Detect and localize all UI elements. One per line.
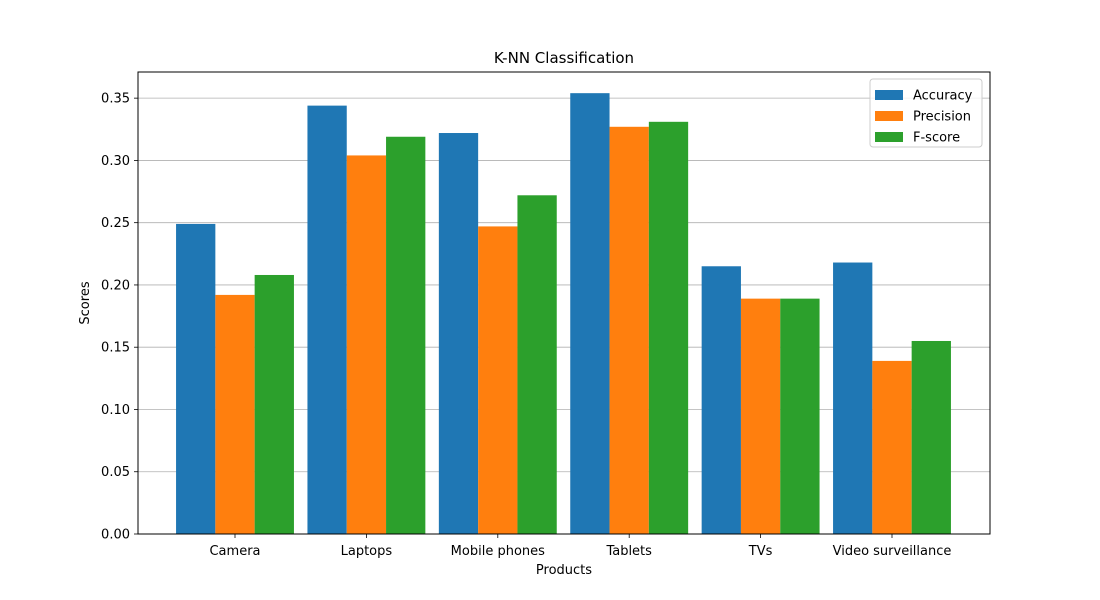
y-axis: 0.00 0.05 0.10 0.15 0.20 0.25 0.30 0.35 — [101, 92, 138, 543]
legend-swatch — [875, 90, 903, 100]
x-axis-label: Products — [536, 563, 592, 578]
x-tick-label: Mobile phones — [451, 544, 545, 559]
bar-accuracy-laptops — [307, 105, 347, 534]
y-tick-label: 0.25 — [101, 216, 130, 231]
legend-swatch — [875, 111, 903, 121]
bar-precision-mobile-phones — [478, 226, 518, 534]
x-tick-label: Video surveillance — [833, 544, 952, 559]
bar-f-score-tablets — [648, 121, 689, 535]
bar-precision-laptops — [346, 155, 387, 534]
bar-f-score-camera — [254, 274, 294, 534]
y-tick-label: 0.05 — [101, 465, 130, 480]
bar-accuracy-tvs — [701, 266, 741, 534]
legend-swatch — [875, 132, 903, 142]
bar-precision-camera — [215, 294, 255, 534]
legend-label: Accuracy — [913, 89, 973, 104]
bar-precision-video-surveillance — [872, 360, 912, 534]
bar-accuracy-mobile-phones — [438, 133, 479, 535]
bar-f-score-laptops — [386, 136, 426, 535]
x-tick-label: Tablets — [605, 544, 652, 559]
legend: Accuracy Precision F-score — [869, 78, 983, 148]
bar-accuracy-video-surveillance — [833, 262, 873, 534]
y-tick-label: 0.00 — [101, 528, 130, 543]
bar-f-score-video-surveillance — [911, 340, 951, 534]
y-tick-label: 0.15 — [101, 341, 130, 356]
y-axis-label: Scores — [78, 281, 93, 324]
y-tick-label: 0.20 — [101, 278, 130, 293]
bar-f-score-tvs — [780, 298, 820, 534]
y-tick-label: 0.35 — [101, 92, 130, 107]
plot-frame — [137, 71, 991, 535]
x-tick-label: TVs — [748, 544, 773, 559]
bar-f-score-mobile-phones — [517, 195, 557, 534]
x-axis: Camera Laptops Mobile phones Tablets TVs Vide… — [209, 534, 951, 559]
y-tick-label: 0.30 — [101, 154, 130, 169]
y-tick-label: 0.10 — [101, 403, 130, 418]
chart-title: K-NN Classification — [494, 49, 634, 67]
bar-precision-tablets — [609, 126, 649, 534]
legend-label: F-score — [913, 131, 960, 146]
x-tick-label: Camera — [209, 544, 260, 559]
bar-precision-tvs — [740, 298, 781, 534]
bar-accuracy-camera — [176, 223, 216, 534]
legend-label: Precision — [913, 110, 971, 125]
bars — [176, 93, 951, 535]
bar-accuracy-tablets — [570, 93, 610, 535]
x-tick-label: Laptops — [341, 544, 393, 559]
